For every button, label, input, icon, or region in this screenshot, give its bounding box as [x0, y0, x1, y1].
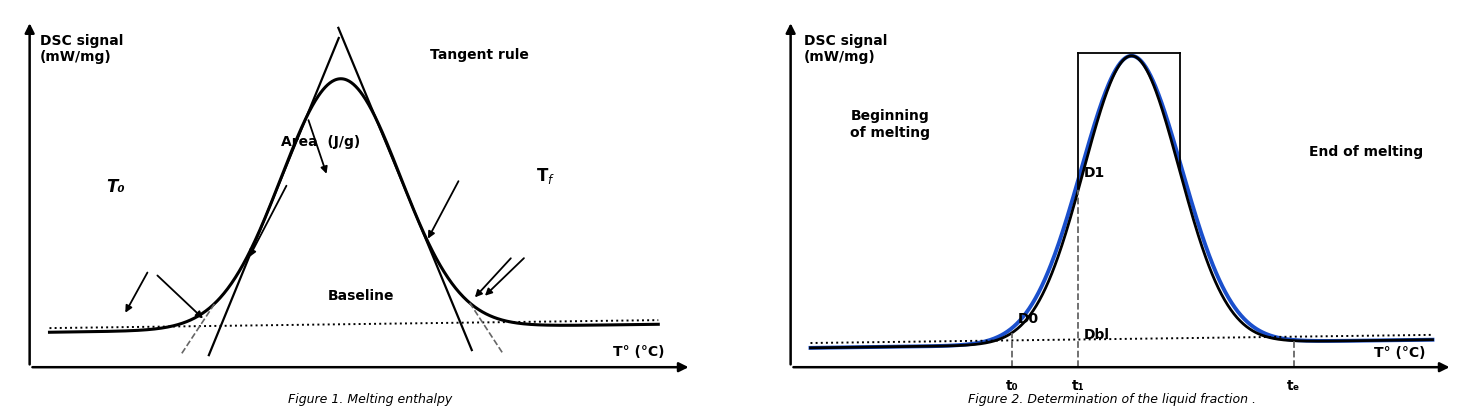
Text: T° (°C): T° (°C) — [1374, 346, 1426, 359]
Text: T$_f$: T$_f$ — [536, 166, 556, 186]
Text: t₀: t₀ — [1006, 379, 1018, 393]
Text: Area  (J/g): Area (J/g) — [282, 135, 360, 149]
Text: Baseline: Baseline — [328, 289, 394, 303]
Text: DSC signal
(mW/mg): DSC signal (mW/mg) — [40, 34, 123, 64]
Text: Figure 1. Melting enthalpy: Figure 1. Melting enthalpy — [289, 393, 452, 406]
Text: Beginning
of melting: Beginning of melting — [849, 109, 929, 140]
Text: D1: D1 — [1083, 166, 1106, 180]
Text: Dbl: Dbl — [1083, 328, 1110, 342]
Text: Tangent rule: Tangent rule — [430, 48, 529, 62]
Text: D0: D0 — [1018, 312, 1039, 326]
Text: T₀: T₀ — [107, 178, 124, 196]
Text: DSC signal
(mW/mg): DSC signal (mW/mg) — [803, 34, 888, 64]
Text: t₁: t₁ — [1071, 379, 1085, 393]
Text: End of melting: End of melting — [1309, 145, 1423, 159]
Text: Figure 2. Determination of the liquid fraction .: Figure 2. Determination of the liquid fr… — [968, 393, 1255, 406]
Text: T° (°C): T° (°C) — [614, 345, 665, 359]
Text: tₑ: tₑ — [1286, 379, 1300, 393]
